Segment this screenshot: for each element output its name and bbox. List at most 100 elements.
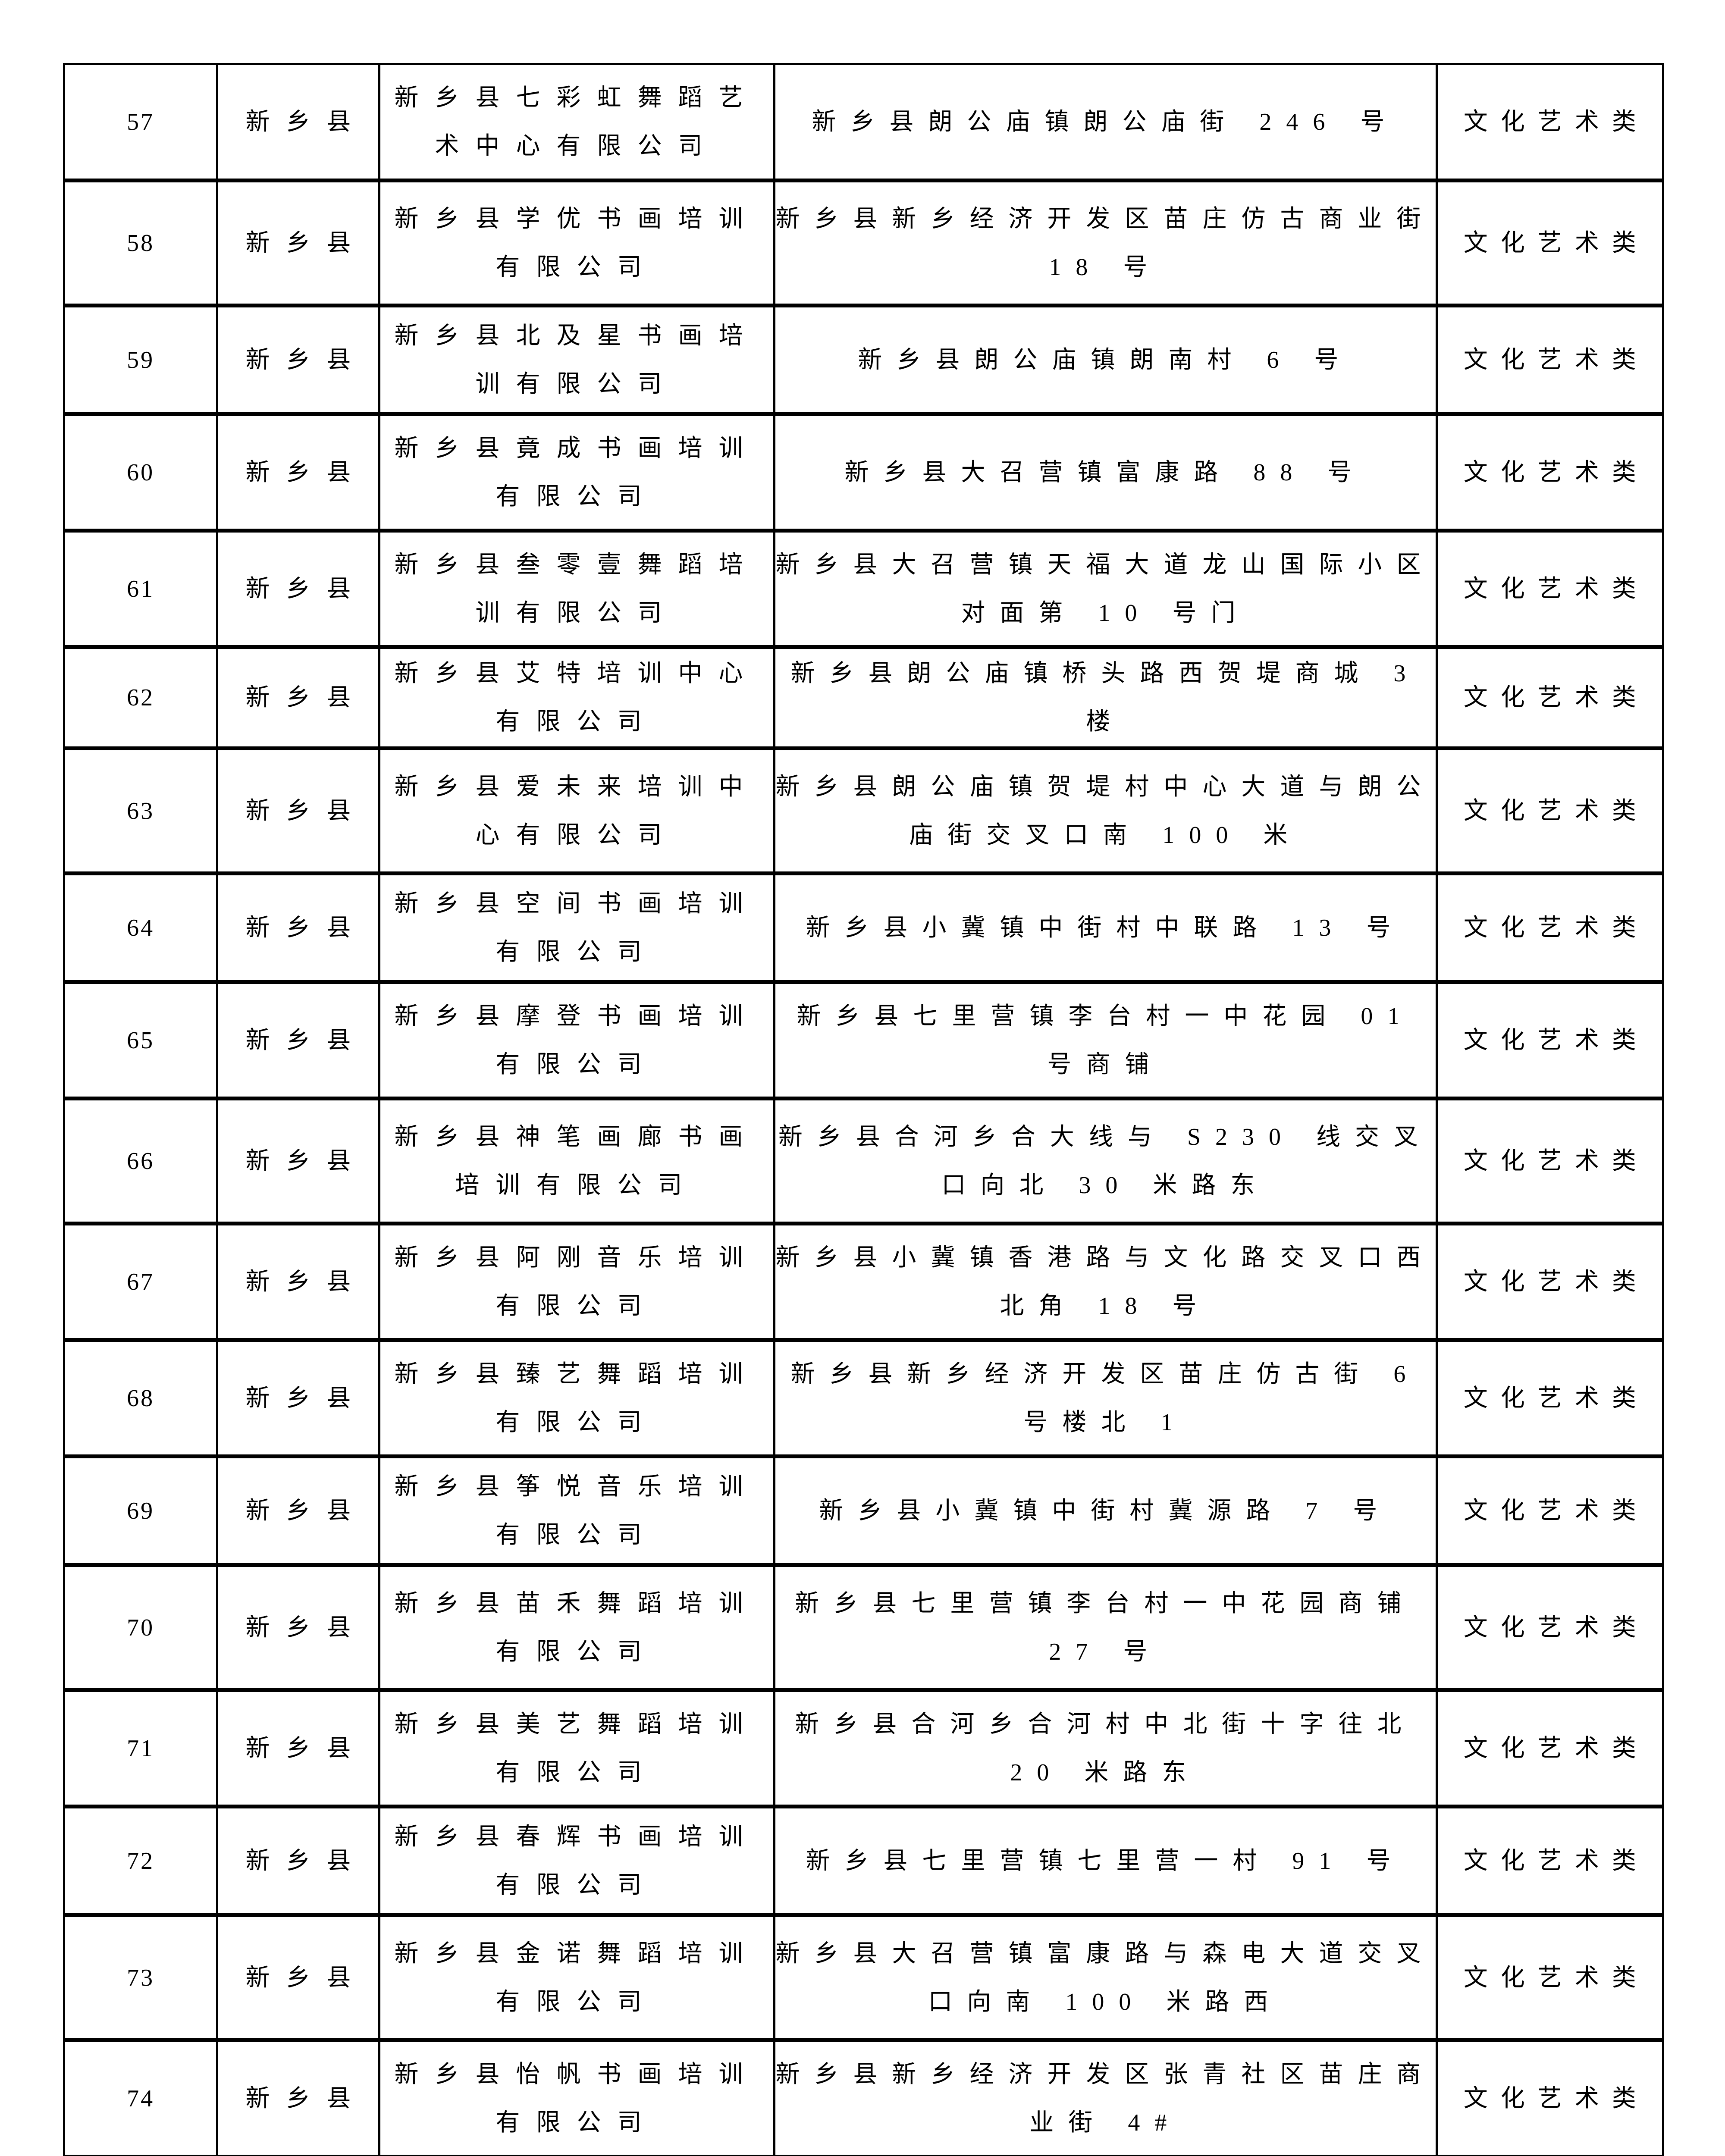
- category-cell: 文化艺术类: [1435, 1338, 1665, 1458]
- table-row: 58 新乡县 新乡县学优书画培训有限公司 新乡县新乡经济开发区苗庄仿古商业街 18 号…: [63, 179, 1665, 307]
- company-name-cell: 新乡县摩登书画培训有限公司: [378, 980, 776, 1100]
- row-number-cell: 64: [63, 871, 219, 984]
- category-cell: 文化艺术类: [1435, 63, 1665, 182]
- company-name-cell: 新乡县阿刚音乐培训有限公司: [378, 1222, 776, 1342]
- row-number-cell: 72: [63, 1805, 219, 1917]
- table-row: 68 新乡县 新乡县臻艺舞蹈培训有限公司 新乡县新乡经济开发区苗庄仿古街 6 号楼北 …: [63, 1338, 1665, 1458]
- table-row: 72 新乡县 新乡县春辉书画培训有限公司 新乡县七里营镇七里营一村 91 号文化艺术类: [63, 1805, 1665, 1917]
- company-name-cell: 新乡县春辉书画培训有限公司: [378, 1805, 776, 1917]
- county-cell: 新乡县: [216, 304, 380, 416]
- category-cell: 文化艺术类: [1435, 412, 1665, 533]
- category-cell: 文化艺术类: [1435, 1805, 1665, 1917]
- row-number-cell: 61: [63, 529, 219, 649]
- county-cell: 新乡县: [216, 645, 380, 750]
- county-cell: 新乡县: [216, 1563, 380, 1692]
- table-row: 61 新乡县 新乡县叁零壹舞蹈培训有限公司 新乡县大召营镇天福大道龙山国际小区对面第 …: [63, 529, 1665, 649]
- row-number-cell: 65: [63, 980, 219, 1100]
- company-name-cell: 新乡县神笔画廊书画培训有限公司: [378, 1097, 776, 1225]
- category-cell: 文化艺术类: [1435, 1222, 1665, 1342]
- county-cell: 新乡县: [216, 1805, 380, 1917]
- category-cell: 文化艺术类: [1435, 304, 1665, 416]
- table-row: 71 新乡县 新乡县美艺舞蹈培训有限公司 新乡县合河乡合河村中北街十字往北 20 米路…: [63, 1688, 1665, 1808]
- address-cell: 新乡县小冀镇中街村中联路 13 号: [773, 871, 1438, 984]
- table-row: 73 新乡县 新乡县金诺舞蹈培训有限公司 新乡县大召营镇富康路与森电大道交叉口向南 1…: [63, 1913, 1665, 2042]
- row-number-cell: 59: [63, 304, 219, 416]
- county-cell: 新乡县: [216, 1338, 380, 1458]
- company-name-cell: 新乡县金诺舞蹈培训有限公司: [378, 1913, 776, 2042]
- address-cell: 新乡县七里营镇李台村一中花园 01 号商铺: [773, 980, 1438, 1100]
- county-cell: 新乡县: [216, 1222, 380, 1342]
- row-number-cell: 74: [63, 2038, 219, 2156]
- table-row: 74 新乡县 新乡县怡帆书画培训有限公司 新乡县新乡经济开发区张青社区苗庄商业街 4#…: [63, 2038, 1665, 2156]
- table-row: 70 新乡县 新乡县苗禾舞蹈培训有限公司 新乡县七里营镇李台村一中花园商铺 27 号文…: [63, 1563, 1665, 1692]
- county-cell: 新乡县: [216, 1913, 380, 2042]
- address-cell: 新乡县小冀镇中街村冀源路 7 号: [773, 1454, 1438, 1567]
- table-row: 65 新乡县 新乡县摩登书画培训有限公司 新乡县七里营镇李台村一中花园 01 号商铺文…: [63, 980, 1665, 1100]
- category-cell: 文化艺术类: [1435, 1913, 1665, 2042]
- address-cell: 新乡县朗公庙镇朗公庙街 246 号: [773, 63, 1438, 182]
- address-cell: 新乡县新乡经济开发区苗庄仿古商业街 18 号: [773, 179, 1438, 307]
- county-cell: 新乡县: [216, 529, 380, 649]
- row-number-cell: 57: [63, 63, 219, 182]
- address-cell: 新乡县朗公庙镇朗南村 6 号: [773, 304, 1438, 416]
- county-cell: 新乡县: [216, 1688, 380, 1808]
- company-name-cell: 新乡县竟成书画培训有限公司: [378, 412, 776, 533]
- company-name-cell: 新乡县美艺舞蹈培训有限公司: [378, 1688, 776, 1808]
- company-name-cell: 新乡县空间书画培训有限公司: [378, 871, 776, 984]
- table-row: 60 新乡县 新乡县竟成书画培训有限公司 新乡县大召营镇富康路 88 号文化艺术类: [63, 412, 1665, 533]
- row-number-cell: 67: [63, 1222, 219, 1342]
- table-row: 59 新乡县 新乡县北及星书画培训有限公司 新乡县朗公庙镇朗南村 6 号文化艺术类: [63, 304, 1665, 416]
- table-row: 64 新乡县 新乡县空间书画培训有限公司 新乡县小冀镇中街村中联路 13 号文化艺术类: [63, 871, 1665, 984]
- row-number-cell: 60: [63, 412, 219, 533]
- county-cell: 新乡县: [216, 1454, 380, 1567]
- county-cell: 新乡县: [216, 746, 380, 875]
- county-cell: 新乡县: [216, 2038, 380, 2156]
- row-number-cell: 73: [63, 1913, 219, 2042]
- row-number-cell: 71: [63, 1688, 219, 1808]
- address-cell: 新乡县小冀镇香港路与文化路交叉口西北角 18 号: [773, 1222, 1438, 1342]
- address-cell: 新乡县七里营镇李台村一中花园商铺 27 号: [773, 1563, 1438, 1692]
- address-cell: 新乡县朗公庙镇贺堤村中心大道与朗公庙街交叉口南 100 米: [773, 746, 1438, 875]
- row-number-cell: 68: [63, 1338, 219, 1458]
- category-cell: 文化艺术类: [1435, 871, 1665, 984]
- category-cell: 文化艺术类: [1435, 179, 1665, 307]
- category-cell: 文化艺术类: [1435, 1688, 1665, 1808]
- county-cell: 新乡县: [216, 179, 380, 307]
- company-name-cell: 新乡县叁零壹舞蹈培训有限公司: [378, 529, 776, 649]
- table-body: 57 新乡县 新乡县七彩虹舞蹈艺术中心有限公司 新乡县朗公庙镇朗公庙街 246 号文化…: [63, 63, 1665, 2156]
- category-cell: 文化艺术类: [1435, 529, 1665, 649]
- category-cell: 文化艺术类: [1435, 746, 1665, 875]
- company-name-cell: 新乡县臻艺舞蹈培训有限公司: [378, 1338, 776, 1458]
- address-cell: 新乡县新乡经济开发区苗庄仿古街 6 号楼北 1: [773, 1338, 1438, 1458]
- category-cell: 文化艺术类: [1435, 645, 1665, 750]
- company-name-cell: 新乡县北及星书画培训有限公司: [378, 304, 776, 416]
- row-number-cell: 66: [63, 1097, 219, 1225]
- address-cell: 新乡县大召营镇天福大道龙山国际小区对面第 10 号门: [773, 529, 1438, 649]
- table-row: 66 新乡县 新乡县神笔画廊书画培训有限公司 新乡县合河乡合大线与 S230 线交叉口…: [63, 1097, 1665, 1225]
- address-cell: 新乡县大召营镇富康路与森电大道交叉口向南 100 米路西: [773, 1913, 1438, 2042]
- address-cell: 新乡县朗公庙镇桥头路西贺堤商城 3 楼: [773, 645, 1438, 750]
- category-cell: 文化艺术类: [1435, 980, 1665, 1100]
- county-cell: 新乡县: [216, 871, 380, 984]
- company-name-cell: 新乡县七彩虹舞蹈艺术中心有限公司: [378, 63, 776, 182]
- county-cell: 新乡县: [216, 63, 380, 182]
- registration-table: 57 新乡县 新乡县七彩虹舞蹈艺术中心有限公司 新乡县朗公庙镇朗公庙街 246 号文化…: [63, 63, 1665, 2156]
- company-name-cell: 新乡县学优书画培训有限公司: [378, 179, 776, 307]
- address-cell: 新乡县新乡经济开发区张青社区苗庄商业街 4#: [773, 2038, 1438, 2156]
- address-cell: 新乡县合河乡合大线与 S230 线交叉口向北 30 米路东: [773, 1097, 1438, 1225]
- category-cell: 文化艺术类: [1435, 1454, 1665, 1567]
- row-number-cell: 70: [63, 1563, 219, 1692]
- table-row: 57 新乡县 新乡县七彩虹舞蹈艺术中心有限公司 新乡县朗公庙镇朗公庙街 246 号文化…: [63, 63, 1665, 182]
- category-cell: 文化艺术类: [1435, 1563, 1665, 1692]
- county-cell: 新乡县: [216, 980, 380, 1100]
- company-name-cell: 新乡县爱未来培训中心有限公司: [378, 746, 776, 875]
- row-number-cell: 58: [63, 179, 219, 307]
- company-name-cell: 新乡县筝悦音乐培训有限公司: [378, 1454, 776, 1567]
- table-row: 67 新乡县 新乡县阿刚音乐培训有限公司 新乡县小冀镇香港路与文化路交叉口西北角 18…: [63, 1222, 1665, 1342]
- table-row: 69 新乡县 新乡县筝悦音乐培训有限公司 新乡县小冀镇中街村冀源路 7 号文化艺术类: [63, 1454, 1665, 1567]
- table-row: 63 新乡县 新乡县爱未来培训中心有限公司 新乡县朗公庙镇贺堤村中心大道与朗公庙街交叉…: [63, 746, 1665, 875]
- table-row: 62 新乡县 新乡县艾特培训中心有限公司 新乡县朗公庙镇桥头路西贺堤商城 3 楼文化艺…: [63, 645, 1665, 750]
- category-cell: 文化艺术类: [1435, 1097, 1665, 1225]
- company-name-cell: 新乡县苗禾舞蹈培训有限公司: [378, 1563, 776, 1692]
